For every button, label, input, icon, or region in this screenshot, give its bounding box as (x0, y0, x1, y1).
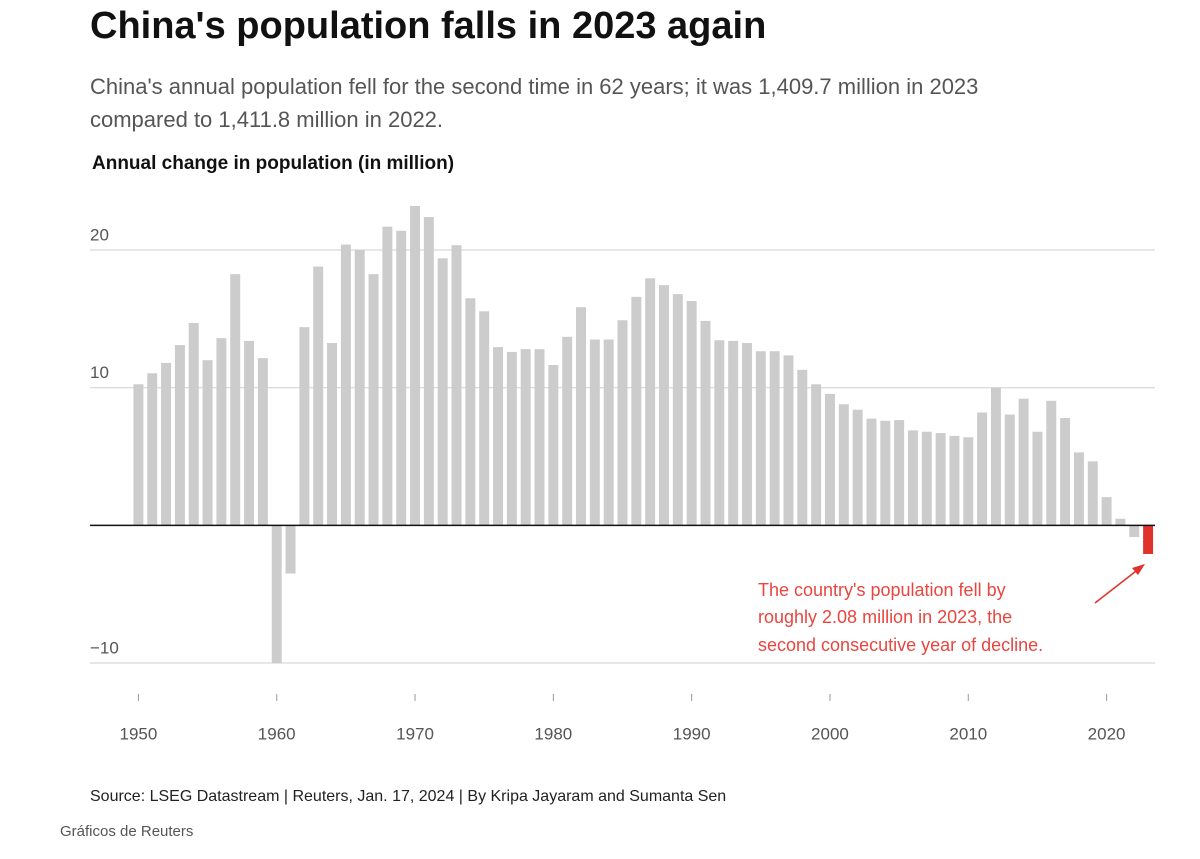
bar (714, 340, 725, 526)
bar (824, 393, 835, 526)
bar (866, 418, 877, 526)
bar (894, 420, 905, 526)
bar (617, 320, 628, 526)
plot: −10 10 20 1950 1960 1970 1980 1990 2000 2010 2020 (90, 206, 1155, 743)
axis-title: Annual change in population (in million) (92, 153, 454, 174)
bar (548, 364, 559, 526)
y-tick-label: 10 (90, 363, 109, 382)
annotation: roughly 2.08 million in 2023, the (758, 607, 1012, 627)
bar (1073, 452, 1084, 526)
bar (576, 307, 586, 526)
bar (1046, 400, 1057, 526)
bar (603, 339, 614, 526)
bar (493, 347, 503, 526)
bar (672, 294, 683, 526)
bar (382, 226, 393, 526)
bar (216, 338, 227, 526)
bar (977, 412, 988, 526)
source: Source: LSEG Datastream | Reuters, Jan. … (90, 788, 726, 805)
bar (244, 340, 255, 526)
bar (880, 420, 891, 526)
x-tick-label: 2020 (1088, 724, 1126, 743)
x-tick-label: 1970 (396, 724, 434, 743)
annotation: second consecutive year of decline. (758, 635, 1043, 655)
x-tick-label: 1950 (119, 724, 157, 743)
bar (783, 355, 794, 526)
bar (1101, 497, 1112, 526)
bar (921, 431, 932, 526)
bar (313, 266, 324, 526)
bar (174, 345, 185, 526)
subtitle: compared to 1,411.8 million in 2022. (90, 107, 443, 132)
bar (852, 409, 863, 526)
bar (410, 206, 421, 526)
bar (1018, 398, 1029, 526)
bar (686, 300, 697, 526)
bar (257, 358, 268, 526)
bar (562, 336, 573, 526)
bar (1004, 414, 1015, 526)
credit: Gráficos de Reuters (60, 823, 193, 840)
bar (188, 323, 199, 526)
bar (327, 342, 338, 526)
bar (285, 525, 296, 574)
bar (631, 296, 642, 526)
bar (423, 217, 434, 526)
bar (907, 430, 918, 526)
bar (990, 387, 1001, 526)
x-tick-label: 1980 (534, 724, 572, 743)
bar (728, 340, 739, 526)
x-tick-label: 1960 (258, 724, 296, 743)
bar (451, 245, 462, 526)
bar (299, 327, 310, 526)
bar (1115, 518, 1126, 526)
bar (202, 360, 213, 526)
bar (1032, 431, 1043, 526)
annotation: The country's population fell by (758, 580, 1006, 600)
x-tick-label: 2010 (949, 724, 987, 743)
chart-title: China's population falls in 2023 again (90, 5, 766, 47)
bar (659, 285, 669, 526)
bar (1060, 417, 1071, 526)
bar (230, 274, 241, 526)
bar (479, 311, 490, 526)
bar (742, 342, 752, 526)
bar (147, 373, 158, 526)
bar (755, 351, 766, 526)
bar (645, 278, 656, 526)
bar (506, 351, 517, 526)
bar (1143, 525, 1154, 554)
bar (700, 320, 711, 526)
bar (465, 298, 476, 526)
bar (838, 404, 849, 526)
bar (769, 351, 780, 526)
annotation-arrow (1094, 567, 1141, 604)
x-tick-label: 1990 (673, 724, 711, 743)
x-tick-label: 2000 (811, 724, 849, 743)
arrow-head (1132, 564, 1145, 575)
bar (368, 274, 379, 526)
bar (963, 437, 974, 526)
bar (396, 230, 407, 526)
bar (949, 435, 960, 526)
bar (354, 250, 365, 526)
y-tick-label: 20 (90, 226, 109, 245)
bar (133, 384, 144, 526)
bar (935, 433, 946, 526)
bar (797, 369, 808, 526)
bar (520, 349, 531, 526)
bar (340, 244, 351, 526)
bar (1087, 461, 1098, 526)
bar (161, 362, 172, 526)
subtitle: China's annual population fell for the s… (90, 74, 978, 99)
bar (1129, 525, 1140, 538)
bar (811, 384, 822, 526)
y-tick-label: −10 (90, 638, 119, 657)
bar (437, 258, 448, 526)
bar (589, 339, 600, 526)
bar (271, 525, 282, 663)
bar (534, 349, 545, 526)
